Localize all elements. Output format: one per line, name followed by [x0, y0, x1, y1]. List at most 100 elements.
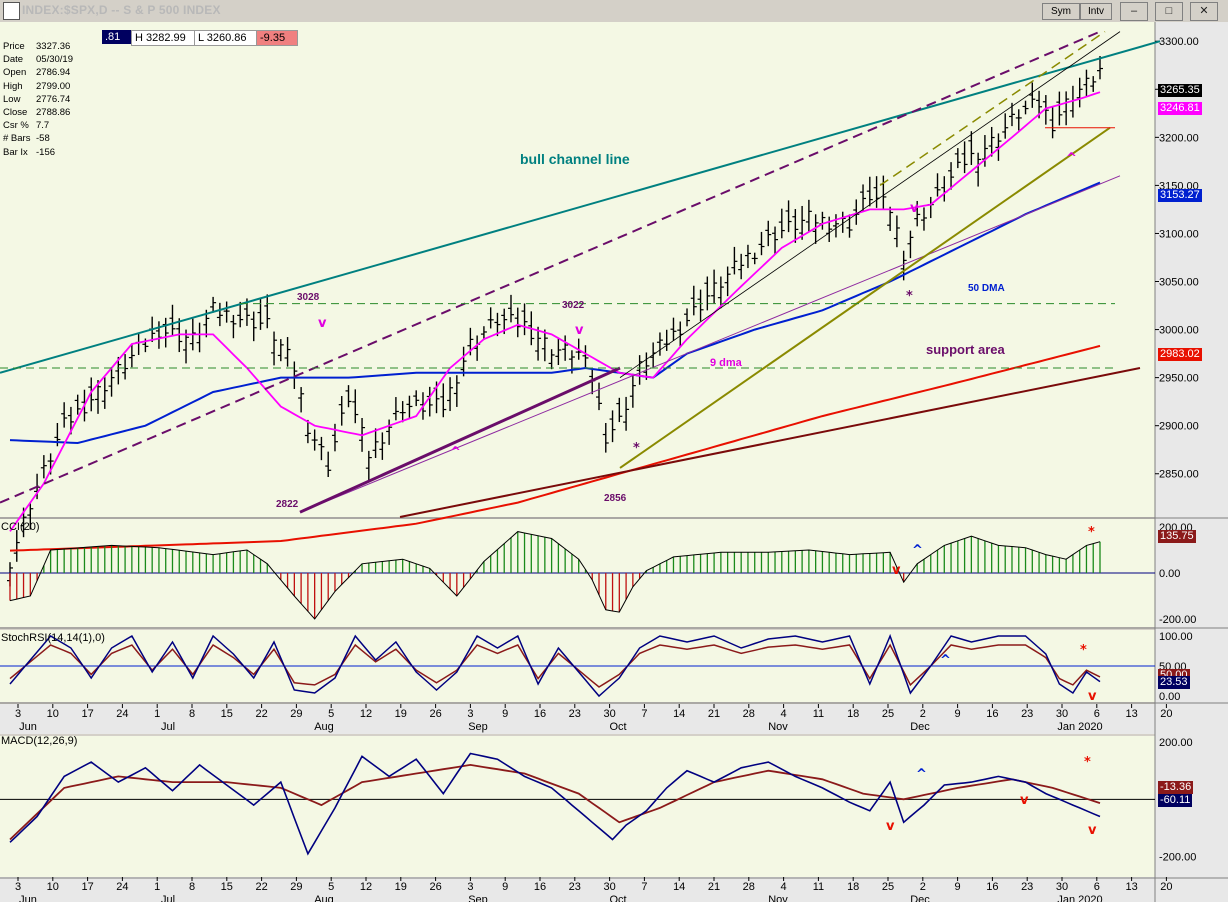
- x-day-label: 12: [360, 881, 372, 893]
- intv-button[interactable]: Intv: [1080, 3, 1112, 20]
- x-day-label: 14: [673, 708, 685, 720]
- x-day-label: 20: [1160, 708, 1172, 720]
- dma9-label: 9 dma: [710, 357, 742, 369]
- x-day-label: 9: [502, 708, 508, 720]
- x-day-label: 10: [47, 708, 59, 720]
- y-tick-label: 3200.00: [1159, 132, 1199, 144]
- info-value: 2776.74: [36, 93, 71, 105]
- upper-channel-dashed: [0, 30, 1101, 504]
- x-day-label: 25: [882, 881, 894, 893]
- info-key: Price: [3, 41, 25, 52]
- cci-tick-label: -200.00: [1159, 614, 1196, 626]
- app-chart-icon: [3, 2, 20, 20]
- black-trend-line: [619, 31, 1121, 378]
- x-day-label: 13: [1125, 881, 1137, 893]
- stoch-signal-line: [9, 643, 1101, 688]
- x-day-label: 16: [986, 708, 998, 720]
- x-day-label: 3: [467, 708, 473, 720]
- info-key: High: [3, 80, 23, 92]
- ma200-value-label: 2983.02: [1158, 348, 1202, 361]
- x-day-label: 19: [395, 708, 407, 720]
- info-row: Csr % 7.7: [3, 119, 73, 132]
- y-tick-label: 3300.00: [1159, 36, 1199, 48]
- x-day-label: 9: [502, 881, 508, 893]
- x-day-label: 3: [15, 708, 21, 720]
- olive-trend-line: [619, 126, 1111, 469]
- ma9-line: [9, 91, 1101, 532]
- x-day-label: 30: [603, 881, 615, 893]
- x-day-label: 29: [290, 881, 302, 893]
- info-value: -58: [36, 133, 50, 145]
- x-day-label: 21: [708, 881, 720, 893]
- x-axis-bg: [0, 704, 1155, 734]
- macd-title: MACD(12,26,9): [1, 735, 78, 747]
- marker-v: v: [318, 316, 327, 331]
- info-row: High 2799.00: [3, 80, 73, 93]
- cci-value-label: 135.75: [1158, 530, 1196, 543]
- x-month-label: Jul: [161, 721, 175, 733]
- macd-line: [9, 752, 1101, 856]
- maximize-icon[interactable]: □: [1155, 2, 1183, 21]
- macd-value-a: -13.36: [1158, 781, 1194, 794]
- quote-open: .81: [102, 30, 134, 44]
- close-icon[interactable]: ✕: [1190, 2, 1218, 21]
- minimize-icon[interactable]: –: [1120, 2, 1148, 21]
- x-month-label: Jan 2020: [1057, 894, 1102, 902]
- info-key: Csr %: [3, 120, 29, 132]
- info-row: # Bars -58: [3, 132, 73, 145]
- ma9-value-label: 3246.81: [1158, 102, 1202, 115]
- quote-high: H 3282.99: [131, 30, 199, 46]
- x-day-label: 28: [743, 708, 755, 720]
- info-value: 3327.36: [36, 41, 71, 52]
- marker-v: v: [1088, 823, 1097, 838]
- info-key: Bar Ix: [3, 146, 28, 158]
- x-day-label: 25: [882, 708, 894, 720]
- x-day-label: 3: [15, 881, 21, 893]
- pivot-2856-label: 2856: [604, 493, 627, 504]
- info-key: Date: [3, 54, 24, 66]
- sym-button[interactable]: Sym: [1042, 3, 1080, 20]
- dark-red-trend-line: [399, 367, 1141, 518]
- x-day-label: 29: [290, 708, 302, 720]
- marker-v: v: [892, 563, 901, 578]
- y-tick-label: 2850.00: [1159, 469, 1199, 481]
- y-tick-label: 2950.00: [1159, 373, 1199, 385]
- x-day-label: 16: [986, 881, 998, 893]
- marker-v: v: [1088, 689, 1097, 704]
- x-day-label: 7: [641, 708, 647, 720]
- x-day-label: 30: [1056, 881, 1068, 893]
- macd-value-b: -60.11: [1158, 794, 1193, 807]
- x-day-label: 30: [603, 708, 615, 720]
- x-month-label: Sep: [468, 721, 488, 733]
- x-month-label: Nov: [768, 721, 788, 733]
- x-day-label: 21: [708, 708, 720, 720]
- x-day-label: 10: [47, 881, 59, 893]
- x-day-label: 9: [955, 708, 961, 720]
- x-day-label: 2: [920, 881, 926, 893]
- x-day-label: 23: [1021, 881, 1033, 893]
- marker-star: *: [906, 289, 913, 304]
- x-month-label: Sep: [468, 894, 488, 902]
- x-month-label: Oct: [609, 721, 626, 733]
- purple-support-line: [299, 366, 621, 514]
- x-month-label: Nov: [768, 894, 788, 902]
- window-title: INDEX:$SPX,D -- S & P 500 INDEX: [22, 3, 221, 17]
- marker-star: *: [633, 441, 640, 456]
- x-day-label: 5: [328, 881, 334, 893]
- marker-v: v: [575, 323, 584, 338]
- info-value: 2786.94: [36, 67, 71, 79]
- x-day-label: 11: [813, 708, 824, 720]
- x-day-label: 7: [641, 881, 647, 893]
- info-row: Open 2786.94: [3, 66, 73, 79]
- x-day-label: 2: [920, 708, 926, 720]
- x-day-label: 1: [154, 881, 160, 893]
- info-row: Low 2776.74: [3, 93, 73, 106]
- x-day-label: 17: [81, 881, 93, 893]
- marker-star: *: [1084, 755, 1091, 770]
- info-row: Price 3327.36: [3, 40, 73, 53]
- x-day-label: 3: [467, 881, 473, 893]
- marker-star: *: [1088, 525, 1095, 540]
- x-month-label: Jan 2020: [1057, 721, 1102, 733]
- x-day-label: 22: [255, 881, 267, 893]
- x-day-label: 11: [813, 881, 824, 893]
